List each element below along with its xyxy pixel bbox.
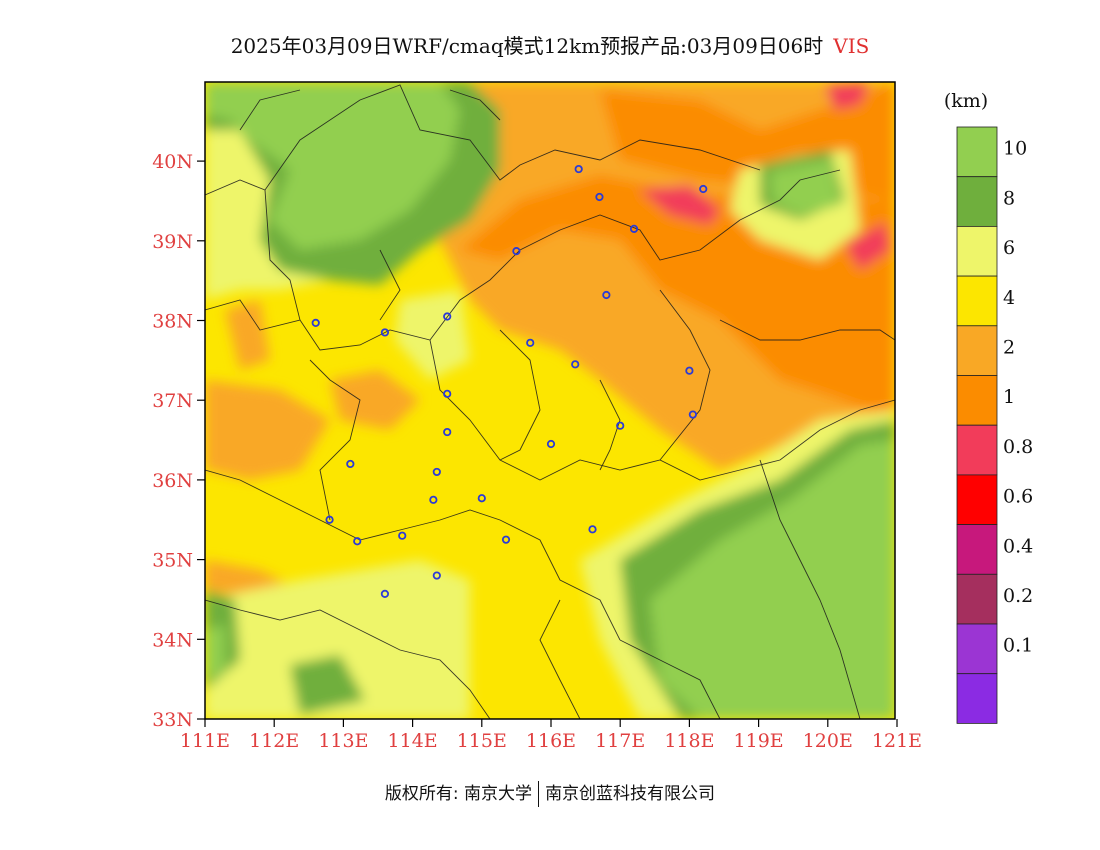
station-marker [311, 318, 320, 327]
station-marker [629, 224, 639, 233]
station-marker [699, 184, 708, 194]
station-marker [501, 535, 511, 544]
station-marker [546, 439, 556, 449]
lon-tick-label: 113E [318, 730, 368, 752]
lon-tick-label: 119E [734, 730, 784, 752]
station-marker [512, 247, 521, 256]
colorbar-level-label: 1 [1003, 386, 1015, 408]
lat-tick-label: 35N [152, 550, 193, 572]
station-marker [429, 495, 438, 504]
colorbar-segment [956, 474, 998, 525]
latitude-axis: 40N 39N 38N 37N 36N 35N 34N 33N [152, 151, 205, 731]
station-marker [571, 360, 580, 369]
lat-tick-label: 39N [152, 231, 193, 253]
colorbar-segment [956, 623, 998, 675]
map-title: 2025年03月09日WRF/cmaq模式12km预报产品:03月09日06时 V… [0, 30, 1100, 59]
colorbar-segment [956, 275, 998, 327]
station-marker [380, 589, 390, 598]
station-marker [616, 421, 625, 430]
colorbar-level-label: 10 [1003, 138, 1027, 160]
colorbar-level-label: 4 [1003, 287, 1015, 309]
admin-boundaries [205, 84, 895, 719]
copyright-footer: 版权所有: 南京大学 南京创蓝科技有限公司 [0, 779, 1100, 807]
colorbar-level-label: 2 [1003, 337, 1015, 359]
colorbar-segment [956, 424, 998, 476]
colorbar-level-label: 8 [1003, 187, 1015, 209]
station-marker [526, 338, 535, 347]
lat-tick-label: 38N [152, 311, 193, 333]
lon-tick-label: 118E [664, 730, 714, 752]
station-marker [588, 525, 597, 534]
station-marker [432, 467, 441, 477]
station-marker [353, 537, 362, 546]
station-marker [477, 494, 486, 503]
station-marker [443, 427, 452, 437]
station-marker [574, 164, 583, 174]
lon-tick-label: 114E [388, 730, 438, 752]
lon-tick-label: 117E [595, 730, 645, 752]
station-marker [398, 531, 407, 540]
colorbar-level-label: 0.2 [1003, 585, 1033, 607]
station-marker [380, 328, 390, 337]
colorbar-segment [956, 524, 998, 575]
station-marker [325, 515, 334, 524]
colorbar-segment [956, 375, 998, 426]
station-marker [443, 312, 452, 321]
lat-tick-label: 40N [152, 151, 193, 173]
station-marker [346, 459, 355, 469]
lon-tick-label: 115E [457, 730, 507, 752]
lat-tick-label: 33N [152, 709, 193, 731]
colorbar-segment [956, 176, 998, 227]
station-marker [602, 290, 611, 300]
colorbar-segment [956, 325, 998, 376]
station-marker [443, 389, 452, 398]
title-variable: VIS [833, 34, 870, 58]
footer-left: 版权所有: 南京大学 [384, 784, 533, 804]
colorbar-segment [956, 573, 998, 625]
longitude-axis: 111E 112E 113E 114E 115E 116E 117E 118E 119E 120E… [180, 719, 922, 752]
station-marker [685, 366, 694, 375]
lat-tick-label: 36N [152, 470, 193, 492]
colorbar-level-label: 0.6 [1003, 486, 1033, 508]
lon-tick-label: 111E [180, 730, 230, 752]
station-markers [311, 164, 708, 598]
colorbar-level-label: 0.1 [1003, 635, 1033, 657]
lat-tick-label: 34N [152, 629, 193, 651]
title-text: 2025年03月09日WRF/cmaq模式12km预报产品:03月09日06时 [230, 34, 824, 58]
footer-separator [538, 781, 540, 807]
lon-tick-label: 112E [249, 730, 299, 752]
visibility-field [205, 82, 895, 719]
colorbar: 10 8 6 4 2 1 0.8 0.6 0.4 0.2 0.1 [956, 126, 1033, 724]
colorbar-level-label: 6 [1003, 237, 1015, 259]
lon-tick-label: 120E [803, 730, 853, 752]
footer-right: 南京创蓝科技有限公司 [545, 784, 716, 804]
colorbar-unit: (km) [944, 90, 988, 112]
colorbar-segment [956, 126, 998, 178]
colorbar-level-label: 0.8 [1003, 436, 1033, 458]
lon-tick-label: 121E [872, 730, 922, 752]
station-marker [432, 571, 441, 580]
lat-tick-label: 37N [152, 390, 193, 412]
station-marker [595, 192, 604, 202]
colorbar-segment [956, 225, 998, 277]
station-marker [688, 410, 697, 419]
colorbar-level-label: 0.4 [1003, 535, 1033, 557]
lon-tick-label: 116E [526, 730, 576, 752]
colorbar-segment [956, 673, 998, 724]
